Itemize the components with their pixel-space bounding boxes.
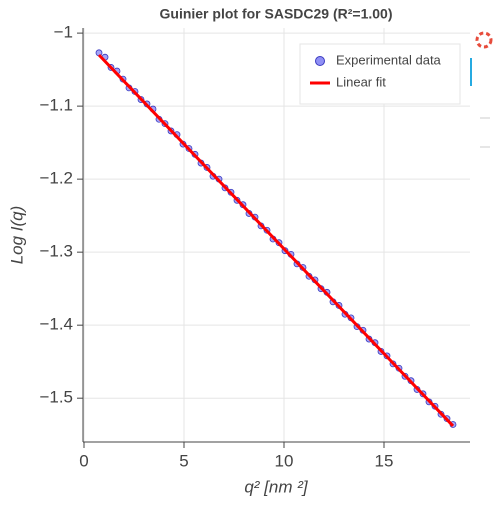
legend-swatch (315, 56, 325, 66)
y-tick-label: −1.2 (39, 169, 73, 188)
fit-line (97, 53, 455, 427)
x-tick-label: 10 (275, 451, 294, 470)
y-tick-label: −1.3 (39, 242, 73, 261)
y-axis-label: Log I(q) (7, 206, 26, 265)
y-tick-label: −1.4 (39, 315, 73, 334)
y-tick-label: −1 (54, 23, 73, 42)
y-tick-label: −1.5 (39, 388, 73, 407)
x-axis-label: q² [nm ²] (244, 477, 309, 496)
data-point (95, 49, 103, 57)
x-tick-label: 15 (375, 451, 394, 470)
toolbar (470, 31, 493, 148)
x-tick-label: 5 (179, 451, 188, 470)
y-tick-label: −1.1 (39, 96, 73, 115)
chart-title: Guinier plot for SASDC29 (R²=1.00) (160, 6, 393, 22)
x-tick-label: 0 (79, 451, 88, 470)
legend-box (299, 43, 461, 105)
legend-label: Linear fit (336, 74, 386, 89)
bokeh-logo[interactable] (475, 31, 493, 49)
legend-label: Experimental data (336, 52, 442, 67)
